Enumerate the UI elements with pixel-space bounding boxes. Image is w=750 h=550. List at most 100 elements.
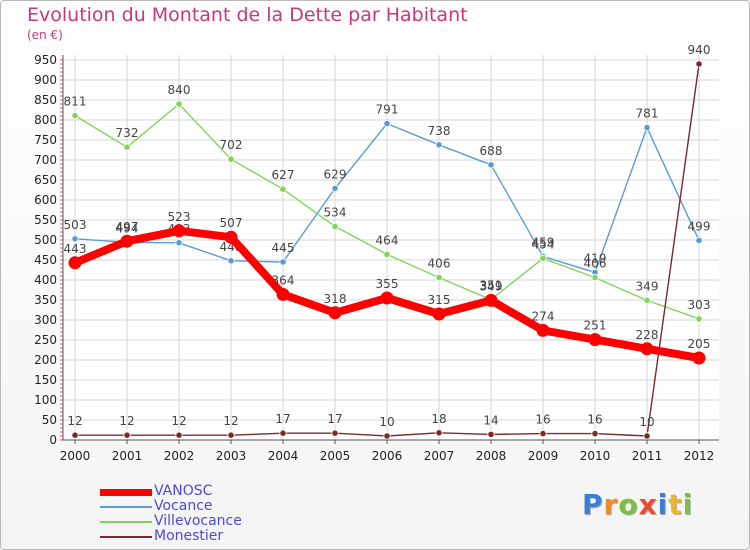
data-point xyxy=(175,100,183,108)
data-point xyxy=(643,432,651,440)
data-point xyxy=(276,287,290,301)
data-label: 840 xyxy=(168,83,191,97)
data-label: 205 xyxy=(688,337,711,351)
x-tick-label: 2003 xyxy=(216,449,247,463)
data-label: 459 xyxy=(532,235,555,249)
data-point xyxy=(487,161,495,169)
data-label: 940 xyxy=(688,43,711,57)
y-tick-label: 450 xyxy=(34,253,57,267)
x-tick-label: 2005 xyxy=(320,449,351,463)
legend-swatch xyxy=(100,488,152,496)
data-label: 349 xyxy=(480,279,503,293)
data-label: 318 xyxy=(324,292,347,306)
line-chart: 0 50 100 150 200 250 300 350 400 450 500 550 600 650 7… xyxy=(34,43,719,463)
x-tick-label: 2000 xyxy=(60,449,91,463)
data-label: 781 xyxy=(636,107,659,121)
data-label: 534 xyxy=(324,205,347,219)
y-tick-label: 500 xyxy=(34,233,57,247)
data-label: 494 xyxy=(116,221,139,235)
data-point xyxy=(227,155,235,163)
data-label: 419 xyxy=(584,251,607,265)
data-point xyxy=(380,291,394,305)
data-point xyxy=(435,429,443,437)
x-tick-label: 2002 xyxy=(164,449,195,463)
proxiti-logo: Proxiti xyxy=(582,488,694,521)
legend-label: Villevocance xyxy=(154,513,242,529)
data-label: 497 xyxy=(116,220,139,234)
data-point xyxy=(71,112,79,120)
data-point xyxy=(279,185,287,193)
data-point xyxy=(123,143,131,151)
x-tick-label: 2010 xyxy=(580,449,611,463)
legend-swatch xyxy=(100,506,152,508)
data-label: 507 xyxy=(220,216,243,230)
data-point xyxy=(484,293,498,307)
y-tick-label: 650 xyxy=(34,173,57,187)
data-label: 791 xyxy=(376,103,399,117)
data-point xyxy=(383,120,391,128)
data-point xyxy=(435,273,443,282)
data-label: 16 xyxy=(535,413,550,427)
x-tick-label: 2009 xyxy=(528,449,559,463)
y-tick-label: 300 xyxy=(34,313,57,327)
data-point xyxy=(435,141,443,149)
data-label: 738 xyxy=(428,124,451,138)
data-point xyxy=(487,430,495,438)
data-label: 274 xyxy=(532,309,555,323)
data-point xyxy=(536,323,550,337)
data-point xyxy=(175,431,183,439)
data-label: 464 xyxy=(376,233,399,247)
data-point xyxy=(383,250,391,258)
y-tick-label: 700 xyxy=(34,153,57,167)
data-label: 364 xyxy=(272,273,295,287)
data-label: 228 xyxy=(636,328,659,342)
y-tick-label: 550 xyxy=(34,213,57,227)
data-point xyxy=(331,429,339,437)
data-label: 702 xyxy=(220,138,243,152)
chart-title: Evolution du Montant de la Dette par Hab… xyxy=(27,4,468,26)
data-label: 523 xyxy=(168,210,191,224)
data-label: 406 xyxy=(428,257,451,271)
legend-label: Vocance xyxy=(154,498,213,514)
y-tick-label: 850 xyxy=(34,93,57,107)
data-point xyxy=(172,224,186,238)
data-point xyxy=(331,184,339,192)
data-label: 10 xyxy=(639,415,654,429)
data-point xyxy=(643,124,651,132)
data-label: 315 xyxy=(428,293,451,307)
data-label: 445 xyxy=(272,241,295,255)
x-tick-label: 2006 xyxy=(372,449,403,463)
series-vocance: 503494493448445629791738688459419781499 xyxy=(64,103,711,276)
data-point xyxy=(68,256,82,270)
data-label: 17 xyxy=(275,412,290,426)
data-point xyxy=(71,235,79,243)
data-label: 12 xyxy=(67,414,82,428)
data-point xyxy=(227,431,235,439)
legend-label: VANOSC xyxy=(154,483,213,499)
data-label: 443 xyxy=(64,242,87,256)
data-point xyxy=(640,342,654,356)
data-point xyxy=(71,431,79,439)
x-tick-label: 2011 xyxy=(632,449,663,463)
data-label: 732 xyxy=(116,126,139,140)
data-label: 12 xyxy=(119,414,134,428)
series-villevocance: 811 732 840 702 627 534 464 406 351 454 406 349 303 xyxy=(64,83,711,323)
data-label: 811 xyxy=(64,95,87,109)
y-tick-label: 150 xyxy=(34,373,57,387)
data-point xyxy=(331,222,339,230)
data-label: 303 xyxy=(688,298,711,312)
y-tick-label: 100 xyxy=(34,393,57,407)
y-tick-label: 250 xyxy=(34,333,57,347)
x-tick-label: 2004 xyxy=(268,449,299,463)
series-monestier: 12 12 12 12 17 17 10 18 14 16 16 10 940 xyxy=(67,43,711,440)
data-label: 12 xyxy=(223,414,238,428)
data-label: 406 xyxy=(584,257,607,271)
data-label: 12 xyxy=(171,414,186,428)
y-tick-label: 350 xyxy=(34,293,57,307)
data-point xyxy=(695,236,703,244)
data-label: 499 xyxy=(688,219,711,233)
x-tick-label: 2012 xyxy=(684,449,715,463)
data-label: 629 xyxy=(324,167,347,181)
plot-area xyxy=(63,55,719,440)
data-point xyxy=(591,429,599,438)
